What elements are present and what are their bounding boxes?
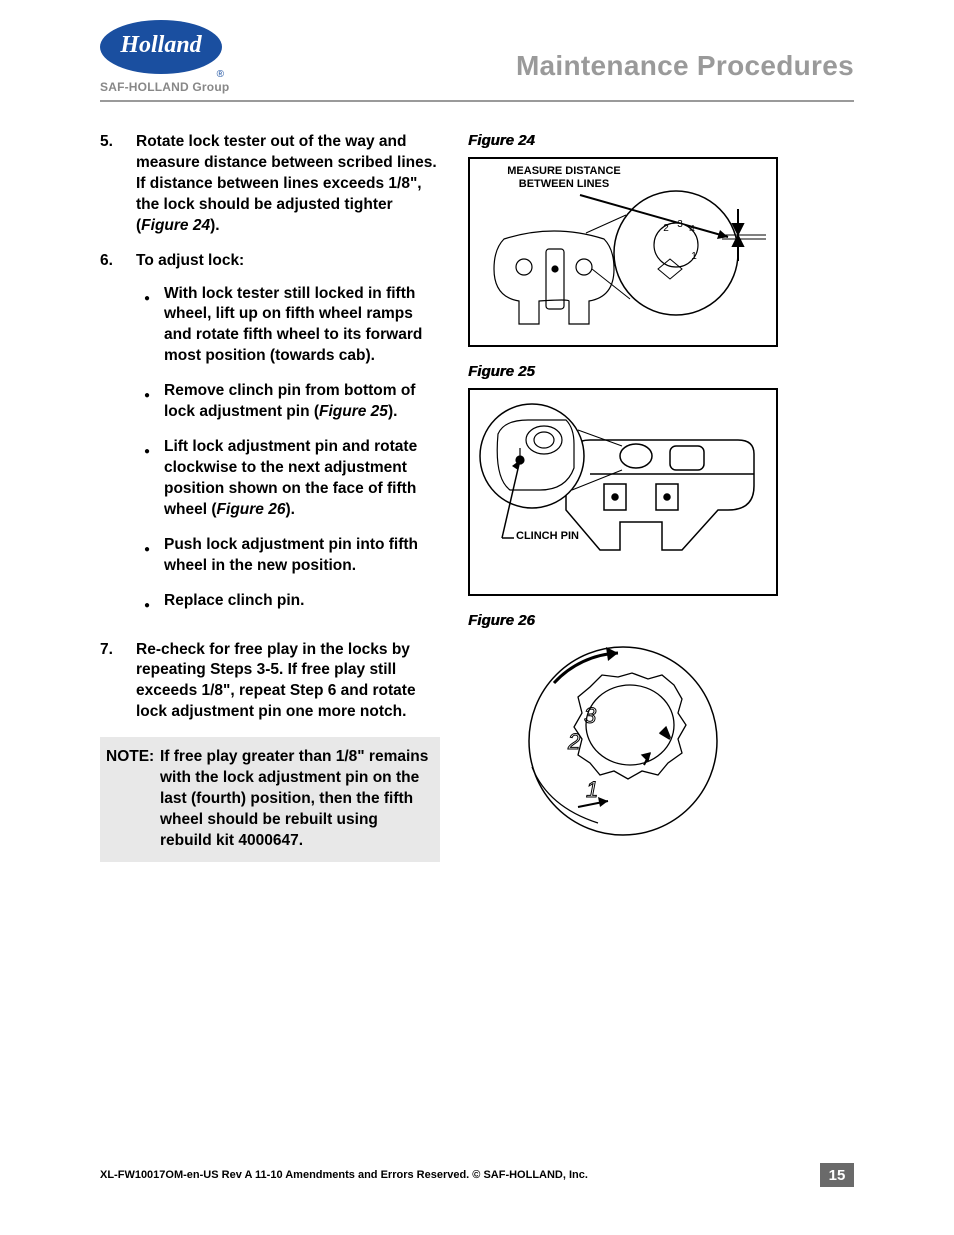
figure-26: 1 2 3: [468, 637, 854, 837]
svg-text:1: 1: [586, 777, 598, 802]
bullet-icon: [136, 284, 164, 368]
svg-text:4: 4: [689, 224, 695, 235]
figure-26-label: Figure 26: [468, 612, 854, 629]
figure-26-diagram: 1 2 3: [468, 637, 778, 837]
figure-25-diagram: [470, 390, 776, 594]
registered-mark: ®: [217, 69, 224, 80]
figure-24: MEASURE DISTANCE BETWEEN LINES: [468, 157, 778, 347]
footer-text: XL-FW10017OM-en-US Rev A 11-10 Amendment…: [100, 1169, 820, 1181]
step-number: 5.: [100, 132, 136, 237]
figure-ref-24: Figure 24: [141, 217, 210, 234]
step-5: 5. Rotate lock tester out of the way and…: [100, 132, 440, 237]
note-text: If free play greater than 1/8" remains w…: [160, 747, 432, 852]
svg-text:3: 3: [677, 219, 683, 230]
bullet-item: Replace clinch pin.: [136, 591, 440, 612]
section-title: Maintenance Procedures: [229, 20, 854, 82]
figure-24-label: Figure 24: [468, 132, 854, 149]
step-6: 6. To adjust lock: With lock tester stil…: [100, 251, 440, 626]
figure-25-callout: CLINCH PIN: [516, 530, 579, 543]
bullet-item: Lift lock adjustment pin and rotate cloc…: [136, 437, 440, 521]
bullet-icon: [136, 591, 164, 612]
bullet-icon: [136, 437, 164, 521]
note-label: NOTE:: [106, 747, 160, 852]
logo-oval: Holland ®: [100, 20, 222, 74]
figure-25: CLINCH PIN: [468, 388, 778, 596]
svg-text:2: 2: [567, 729, 580, 754]
page-number: 15: [820, 1163, 854, 1187]
page-footer: XL-FW10017OM-en-US Rev A 11-10 Amendment…: [0, 1163, 954, 1187]
bullet-icon: [136, 381, 164, 423]
svg-text:1: 1: [691, 251, 697, 262]
instructions-column: 5. Rotate lock tester out of the way and…: [100, 132, 440, 862]
step-number: 6.: [100, 251, 136, 626]
brand-logo: Holland ® SAF-HOLLAND Group: [100, 20, 229, 94]
figure-25-label: Figure 25: [468, 363, 854, 380]
step-7: 7. Re-check for free play in the locks b…: [100, 640, 440, 724]
svg-text:3: 3: [584, 703, 597, 728]
bullet-item: Push lock adjustment pin into fifth whee…: [136, 535, 440, 577]
logo-text: Holland: [120, 32, 201, 59]
figure-24-callout: MEASURE DISTANCE BETWEEN LINES: [494, 165, 634, 190]
step-text: Rotate lock tester out of the way and me…: [136, 132, 440, 237]
step-text: Re-check for free play in the locks by r…: [136, 640, 440, 724]
figures-column: Figure 24 MEASURE DISTANCE BETWEEN LINES: [468, 132, 854, 862]
group-name: SAF-HOLLAND Group: [100, 80, 229, 94]
bullet-item: Remove clinch pin from bottom of lock ad…: [136, 381, 440, 423]
page-header: Holland ® SAF-HOLLAND Group Maintenance …: [100, 20, 854, 102]
step-text: To adjust lock: With lock tester still l…: [136, 251, 440, 626]
note-box: NOTE: If free play greater than 1/8" rem…: [100, 737, 440, 862]
svg-text:2: 2: [663, 223, 669, 234]
bullet-icon: [136, 535, 164, 577]
figure-ref-26: Figure 26: [217, 501, 286, 518]
step-number: 7.: [100, 640, 136, 724]
figure-ref-25: Figure 25: [319, 403, 388, 420]
bullet-item: With lock tester still locked in fifth w…: [136, 284, 440, 368]
